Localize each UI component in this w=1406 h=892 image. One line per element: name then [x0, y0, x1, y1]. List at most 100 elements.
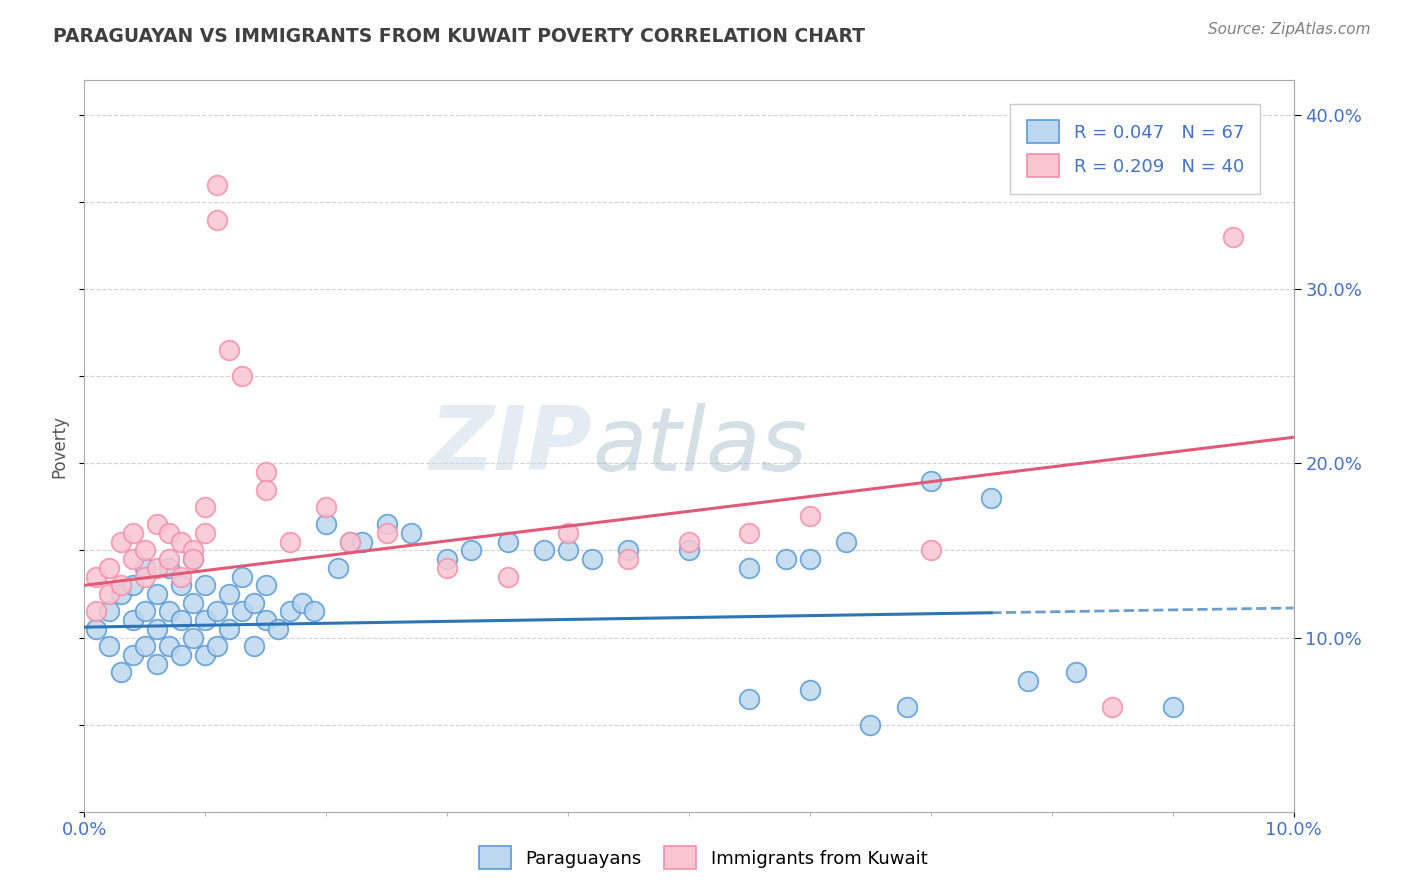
Legend: Paraguayans, Immigrants from Kuwait: Paraguayans, Immigrants from Kuwait [470, 838, 936, 879]
Point [496, 569, 519, 583]
Point [581, 552, 603, 566]
Point [218, 622, 240, 636]
Point [86, 569, 108, 583]
Point [110, 587, 132, 601]
Point [218, 587, 240, 601]
Point [170, 578, 193, 592]
Point [134, 604, 156, 618]
Point [896, 700, 918, 714]
Point [97, 561, 120, 575]
Point [799, 682, 821, 697]
Legend: R = 0.047   N = 67, R = 0.209   N = 40: R = 0.047 N = 67, R = 0.209 N = 40 [1011, 104, 1260, 194]
Point [242, 640, 264, 654]
Point [146, 657, 169, 671]
Point [121, 648, 143, 662]
Point [146, 587, 169, 601]
Text: Source: ZipAtlas.com: Source: ZipAtlas.com [1208, 22, 1371, 37]
Point [980, 491, 1002, 506]
Point [254, 483, 277, 497]
Point [557, 526, 579, 541]
Point [678, 543, 700, 558]
Point [352, 534, 374, 549]
Point [315, 500, 337, 514]
Y-axis label: Poverty: Poverty [51, 415, 69, 477]
Point [207, 212, 229, 227]
Point [86, 604, 108, 618]
Point [775, 552, 797, 566]
Point [328, 561, 350, 575]
Point [375, 517, 398, 532]
Point [97, 640, 120, 654]
Point [254, 578, 277, 592]
Point [738, 561, 761, 575]
Point [170, 613, 193, 627]
Point [97, 587, 120, 601]
Point [121, 552, 143, 566]
Point [339, 534, 361, 549]
Point [218, 343, 240, 358]
Point [617, 552, 640, 566]
Point [170, 648, 193, 662]
Point [278, 534, 301, 549]
Point [181, 631, 204, 645]
Text: PARAGUAYAN VS IMMIGRANTS FROM KUWAIT POVERTY CORRELATION CHART: PARAGUAYAN VS IMMIGRANTS FROM KUWAIT POV… [53, 27, 866, 45]
Point [181, 596, 204, 610]
Point [242, 596, 264, 610]
Point [121, 613, 143, 627]
Point [194, 613, 217, 627]
Point [110, 534, 132, 549]
Point [375, 526, 398, 541]
Point [278, 604, 301, 618]
Point [134, 543, 156, 558]
Point [399, 526, 422, 541]
Point [339, 534, 361, 549]
Point [86, 622, 108, 636]
Point [1064, 665, 1087, 680]
Point [738, 691, 761, 706]
Point [799, 508, 821, 523]
Point [110, 665, 132, 680]
Point [231, 604, 253, 618]
Point [738, 526, 761, 541]
Point [157, 640, 180, 654]
Point [533, 543, 555, 558]
Point [496, 534, 519, 549]
Point [799, 552, 821, 566]
Point [121, 526, 143, 541]
Text: ZIP: ZIP [429, 402, 592, 490]
Point [207, 178, 229, 192]
Point [181, 543, 204, 558]
Point [207, 640, 229, 654]
Point [146, 561, 169, 575]
Point [194, 578, 217, 592]
Point [207, 604, 229, 618]
Point [157, 526, 180, 541]
Point [1101, 700, 1123, 714]
Text: atlas: atlas [592, 403, 807, 489]
Point [157, 604, 180, 618]
Point [678, 534, 700, 549]
Point [1161, 700, 1184, 714]
Point [97, 604, 120, 618]
Point [315, 517, 337, 532]
Point [134, 561, 156, 575]
Point [231, 569, 253, 583]
Point [835, 534, 858, 549]
Point [170, 569, 193, 583]
Point [617, 543, 640, 558]
Point [181, 552, 204, 566]
Point [194, 526, 217, 541]
Point [302, 604, 325, 618]
Point [231, 369, 253, 384]
Point [859, 717, 882, 731]
Point [557, 543, 579, 558]
Point [157, 552, 180, 566]
Point [146, 517, 169, 532]
Point [436, 561, 458, 575]
Point [170, 534, 193, 549]
Point [920, 543, 942, 558]
Point [194, 500, 217, 514]
Point [181, 552, 204, 566]
Point [194, 648, 217, 662]
Point [134, 640, 156, 654]
